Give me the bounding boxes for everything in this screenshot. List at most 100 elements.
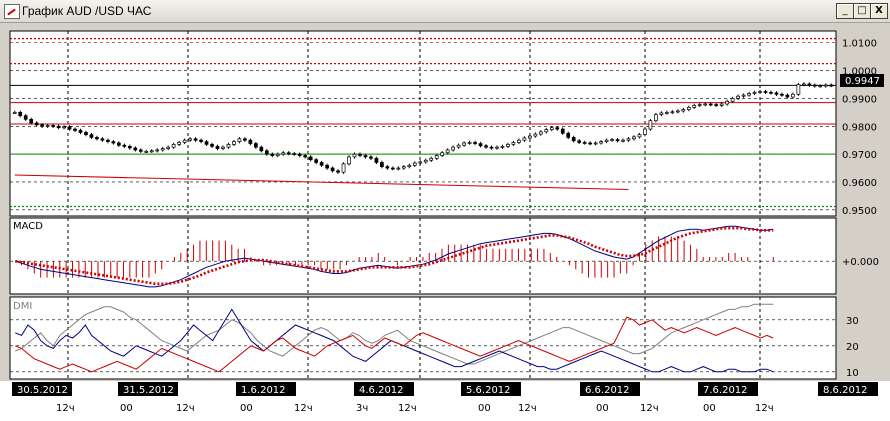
price-bar: [352, 153, 357, 158]
price-bar: [221, 146, 225, 149]
price-bar: [391, 167, 395, 170]
price-bar: [23, 115, 28, 120]
price-bar: [522, 137, 527, 141]
price-bar: [155, 149, 160, 152]
date-label-bg: [354, 382, 414, 396]
price-bar: [774, 92, 779, 95]
price-bar: [566, 132, 571, 138]
price-bar: [675, 110, 680, 113]
price-bar: [659, 112, 664, 115]
price-bar: [111, 141, 116, 144]
price-bar: [533, 133, 538, 137]
price-layer: [10, 37, 836, 208]
price-bar: [528, 135, 532, 139]
price-bar: [780, 93, 784, 96]
price-bar: [270, 153, 275, 156]
price-bar: [637, 134, 642, 138]
hour-label: 12ч: [56, 403, 75, 414]
price-bar: [599, 141, 603, 144]
hour-label: 12ч: [294, 403, 313, 414]
price-bar: [336, 170, 340, 173]
price-tick-label: 0.9800: [842, 122, 877, 133]
price-bar: [149, 150, 154, 153]
macd-signal-line: [14, 226, 774, 286]
hour-label: 12ч: [755, 403, 774, 414]
price-bar: [232, 141, 236, 145]
price-bar: [325, 164, 329, 169]
price-bar: [719, 103, 724, 106]
current-price-badge: [840, 74, 884, 87]
price-bar: [467, 142, 472, 144]
date-label: 7.6.2012: [703, 385, 748, 396]
date-label-bg: [698, 382, 758, 396]
macd-label: MACD: [13, 221, 43, 232]
price-bar: [555, 127, 560, 130]
title-bar[interactable]: График AUD /USD ЧАС _ □ X: [0, 0, 890, 23]
price-bar: [434, 155, 439, 159]
price-panel[interactable]: [9, 30, 837, 217]
date-label-bg: [118, 382, 178, 396]
price-bar: [582, 142, 587, 144]
hour-label: 3ч: [356, 403, 368, 414]
price-bar: [440, 152, 445, 156]
price-bar: [193, 138, 198, 141]
macd-panel[interactable]: [9, 217, 837, 295]
date-label-bg: [236, 382, 296, 396]
price-bar: [730, 98, 735, 102]
price-bar: [412, 162, 417, 166]
price-bar: [626, 138, 631, 141]
price-bar: [681, 109, 686, 112]
price-bar: [807, 83, 812, 86]
price-bar: [303, 155, 308, 158]
price-bar: [517, 139, 521, 143]
price-bar: [610, 139, 614, 142]
price-bar: [708, 103, 713, 106]
minimize-button[interactable]: _: [836, 3, 854, 19]
price-bar: [363, 155, 368, 158]
price-bar: [210, 144, 214, 147]
price-bar: [692, 105, 697, 108]
price-tick-label: 1.0000: [842, 67, 877, 78]
price-bar: [117, 142, 121, 146]
dmi-tick-label: 10: [846, 368, 859, 379]
close-button[interactable]: X: [870, 3, 888, 19]
price-bar: [347, 156, 351, 165]
dmi-panel[interactable]: [9, 296, 837, 380]
date-label: 1.6.2012: [241, 385, 286, 396]
price-bar: [199, 139, 203, 142]
price-bar: [686, 106, 691, 110]
price-bar: [84, 132, 88, 135]
date-label: 30.5.2012: [17, 385, 68, 396]
price-bar: [407, 164, 412, 168]
price-bar: [478, 143, 483, 147]
chart-canvas[interactable]: MACD DMI 1.0100 1.0000 0.9900 0.9800 0.9700 0…: [0, 22, 890, 421]
x-axis-layer: 30.5.2012 31.5.2012 1.6.2012 4.6.2012 5.6.20…: [12, 382, 878, 414]
hour-label: 00: [703, 403, 716, 414]
price-bar: [259, 146, 264, 152]
price-tick-label: 0.9900: [842, 94, 877, 105]
price-bar: [166, 146, 171, 149]
price-bar: [747, 93, 751, 96]
price-bar: [358, 153, 362, 156]
price-bar: [40, 124, 44, 127]
price-tick-label: 0.9700: [842, 150, 877, 161]
price-bar: [275, 153, 280, 156]
price-bar: [571, 137, 576, 142]
price-bar: [538, 131, 543, 135]
dmi-series-line: [15, 316, 774, 373]
price-bar: [714, 104, 719, 106]
price-bar: [473, 142, 477, 144]
price-bar: [511, 142, 516, 145]
price-tick-label: 0.9500: [842, 206, 877, 217]
price-bar: [577, 140, 582, 143]
hour-label: 00: [478, 403, 491, 414]
chart-app-icon: [4, 4, 20, 19]
dmi-series-line: [15, 303, 774, 365]
price-bar: [560, 128, 565, 134]
price-bar: [769, 91, 773, 94]
maximize-button[interactable]: □: [853, 3, 871, 19]
price-bar: [144, 150, 149, 153]
hour-label: 00: [120, 403, 133, 414]
hour-label: 00: [596, 403, 609, 414]
